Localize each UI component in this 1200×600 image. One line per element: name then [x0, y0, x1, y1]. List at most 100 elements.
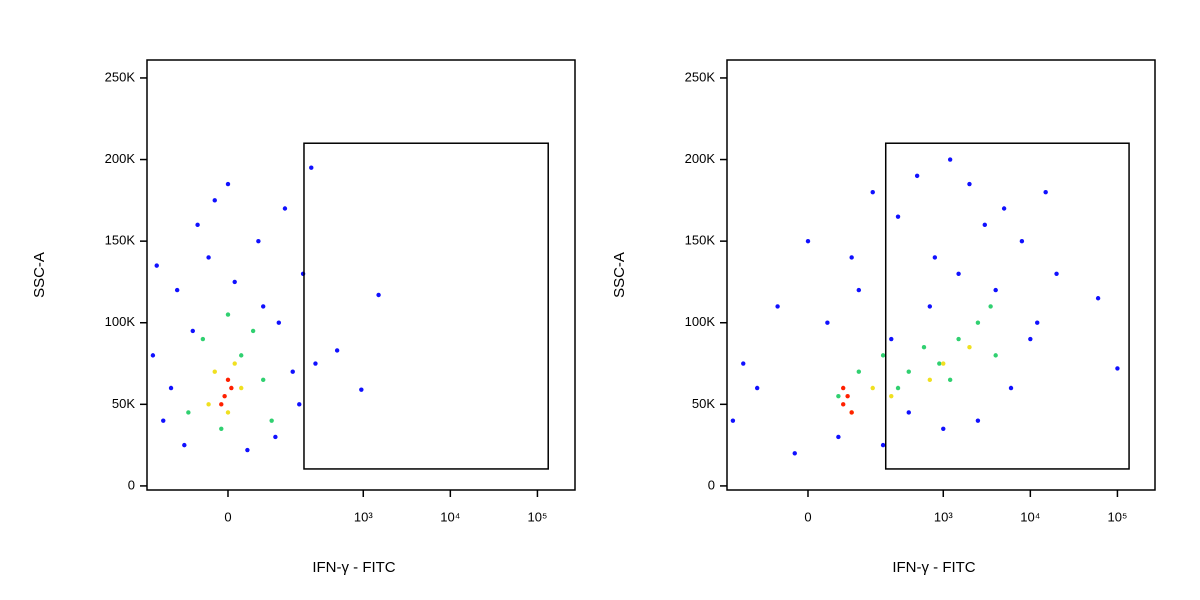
y-tick-label: 150K	[685, 233, 716, 248]
event-dot	[161, 418, 166, 423]
event-dot	[261, 304, 266, 309]
event-dot	[1019, 238, 1025, 244]
event-dot	[250, 328, 256, 334]
event-dot	[219, 426, 224, 432]
event-dot	[906, 410, 911, 415]
event-dot	[841, 385, 846, 391]
event-dot	[245, 447, 250, 453]
x-tick-label: 10⁴	[1020, 509, 1040, 524]
y-tick-label: 250K	[105, 69, 136, 84]
y-tick-label: 50K	[112, 396, 135, 411]
event-dot	[927, 304, 933, 309]
event-dot	[297, 402, 302, 407]
event-dot	[1115, 366, 1120, 371]
event-dot	[225, 410, 231, 415]
event-dot	[206, 402, 211, 407]
event-dot	[856, 287, 862, 293]
event-dot	[967, 181, 972, 187]
event-dot	[182, 442, 187, 448]
event-dot	[168, 385, 174, 391]
event-dot	[313, 361, 318, 366]
event-dot	[269, 418, 274, 423]
event-dot	[195, 222, 200, 228]
event-dot	[225, 377, 231, 383]
event-dot	[232, 279, 237, 285]
event-dot	[1008, 385, 1014, 391]
y-tick-label: 150K	[105, 233, 136, 248]
event-dot	[825, 320, 830, 325]
event-dot	[290, 369, 295, 374]
gate	[303, 142, 549, 470]
event-dot	[1028, 336, 1033, 342]
y-tick-label: 50K	[692, 396, 715, 411]
event-dot	[376, 292, 381, 298]
event-dot	[975, 320, 981, 325]
event-dot	[941, 426, 946, 432]
event-dot	[880, 442, 886, 448]
event-dot	[993, 287, 998, 293]
event-dot	[219, 402, 224, 407]
y-tick-label: 200K	[105, 151, 136, 166]
event-dot	[914, 173, 920, 179]
event-dot	[256, 238, 261, 244]
event-dot	[895, 385, 901, 391]
event-dot	[870, 189, 875, 195]
event-dot	[261, 377, 266, 383]
x-tick-label: 10⁴	[440, 509, 460, 524]
event-dot	[993, 353, 998, 358]
event-dot	[309, 165, 314, 170]
y-tick-label: 200K	[685, 151, 716, 166]
event-dot	[190, 328, 195, 334]
event-dot	[206, 255, 211, 260]
x-tick-label: 10⁵	[1108, 509, 1128, 524]
plot-frame	[726, 59, 1156, 491]
event-dot	[239, 353, 244, 358]
event-dot	[186, 410, 191, 415]
event-dot	[889, 336, 894, 342]
event-dot	[229, 385, 234, 391]
event-dot	[927, 377, 933, 383]
event-dot	[849, 410, 854, 415]
event-dot	[741, 361, 746, 366]
event-dot	[845, 393, 850, 399]
event-dot	[805, 238, 811, 244]
event-dot	[988, 304, 993, 309]
event-dot	[225, 312, 231, 317]
event-dot	[889, 393, 894, 399]
event-dot	[932, 255, 938, 260]
event-dot	[1054, 271, 1059, 276]
y-tick-label: 100K	[105, 314, 136, 329]
event-dot	[276, 320, 282, 325]
event-dot	[836, 434, 841, 440]
event-dot	[792, 451, 797, 456]
event-dot	[754, 385, 760, 391]
x-tick-label: 0	[804, 509, 811, 524]
event-dot	[273, 434, 278, 440]
event-dot	[1043, 189, 1048, 195]
event-dot	[941, 361, 946, 366]
event-dot	[921, 345, 927, 350]
event-dot	[1001, 206, 1007, 211]
event-dot	[1095, 296, 1101, 301]
x-axis-label: IFN-γ - FITC	[312, 559, 395, 576]
gate	[884, 142, 1130, 470]
event-dot	[212, 198, 217, 203]
event-dot	[956, 271, 961, 276]
event-dot	[937, 361, 942, 366]
event-dot	[154, 263, 159, 268]
x-tick-label: 10³	[354, 509, 373, 524]
event-dot	[222, 393, 227, 399]
event-dot	[359, 387, 364, 392]
event-dot	[856, 369, 862, 374]
event-dot	[1035, 320, 1040, 325]
y-axis-label: SSC-A	[611, 252, 628, 298]
event-dot	[836, 393, 841, 399]
y-tick-label: 100K	[685, 314, 716, 329]
event-dot	[975, 418, 981, 423]
event-dot	[150, 353, 156, 358]
event-dot	[895, 214, 901, 219]
event-dot	[880, 353, 886, 358]
x-tick-label: 10³	[934, 509, 953, 524]
